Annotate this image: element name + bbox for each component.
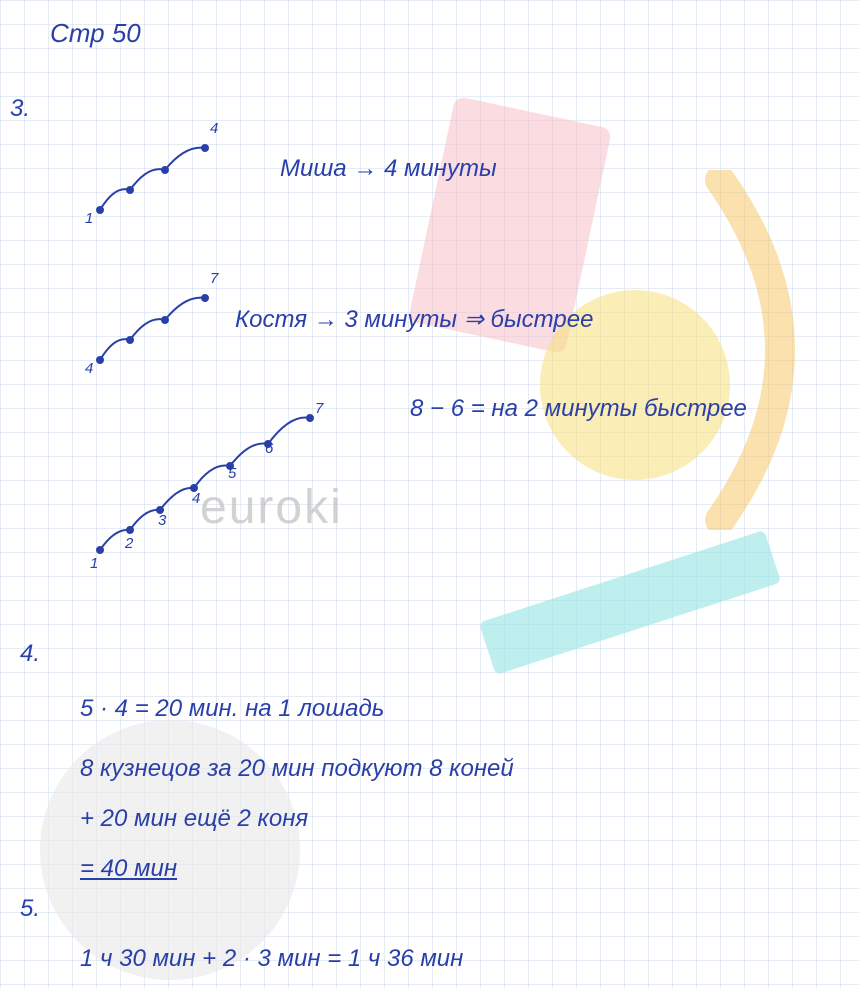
ex3-stair-3: 3	[158, 512, 166, 529]
ex4-line1: 5 · 4 = 20 мин. на 1 лошадь	[80, 695, 384, 723]
ex3-stair-6: 6	[265, 440, 273, 457]
ex3-stairs-text: 8 − 6 = на 2 минуты быстрее	[410, 395, 747, 423]
ex5-label: 5.	[20, 895, 40, 923]
page-content: Стр 50 3. 1 4 Миша → 4 минуты 4 7 Костя …	[0, 0, 859, 988]
ex3-kostya-end: 7	[210, 270, 218, 287]
page-header: Стр 50	[50, 18, 141, 49]
ex4-line2: 8 кузнецов за 20 мин подкуют 8 коней	[80, 755, 514, 783]
ex4-line3: + 20 мин ещё 2 коня	[80, 805, 308, 833]
ex3-stair-5: 5	[228, 465, 236, 482]
ex3-misha-start: 1	[85, 210, 93, 227]
ex3-stair-1: 1	[90, 555, 98, 572]
ex3-misha-text: Миша → 4 минуты	[280, 155, 497, 183]
ex3-misha-end: 4	[210, 120, 218, 137]
ex5-line1: 1 ч 30 мин + 2 · 3 мин = 1 ч 36 мин	[80, 945, 463, 973]
ex3-label: 3.	[10, 95, 30, 123]
ex3-kostya-text: Костя → 3 минуты ⇒ быстрее	[235, 305, 593, 334]
ex3-stair-2: 2	[125, 535, 133, 552]
ex4-label: 4.	[20, 640, 40, 668]
ex3-stair-7: 7	[315, 400, 323, 417]
ex3-stairs-arcs	[90, 370, 350, 560]
ex4-line4: = 40 мин	[80, 855, 177, 883]
ex3-stair-4: 4	[192, 490, 200, 507]
